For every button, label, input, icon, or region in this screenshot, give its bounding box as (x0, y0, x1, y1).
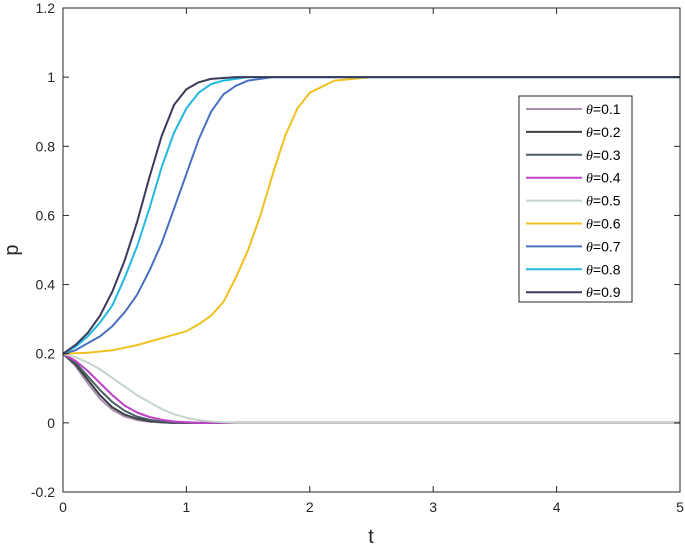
y-axis-label: p (1, 244, 23, 255)
y-tick-label: 0 (47, 415, 55, 431)
legend-entry: θ=0.6 (586, 216, 621, 233)
axes-box (62, 7, 681, 493)
series-line-4 (62, 352, 680, 424)
x-tick-label: 0 (59, 499, 67, 515)
legend-entry: θ=0.3 (586, 147, 621, 164)
y-tick-label: 0.2 (36, 346, 56, 362)
legend-entry: θ=0.9 (586, 284, 621, 301)
y-tick-label: -0.2 (31, 484, 55, 500)
legend-box (518, 95, 633, 303)
series-line-5 (62, 352, 680, 424)
series-line-7 (62, 76, 680, 355)
legend-entry: θ=0.8 (586, 261, 621, 278)
series-line-9 (62, 76, 680, 355)
legend: θ=0.1 θ=0.2 θ=0.3 θ=0.4 θ=0.5 θ=0.6 θ=0.7 θ=0.8… (518, 95, 633, 303)
series-line-6 (62, 76, 680, 355)
y-tick-label: 0.8 (36, 138, 56, 154)
x-axis-label: t (368, 526, 374, 548)
legend-entry: θ=0.7 (586, 238, 621, 255)
x-tick-label: 1 (183, 499, 191, 515)
legend-entry: θ=0.2 (586, 124, 621, 141)
axes-layer: 0 1 2 3 4 5-0.200.20.40.60.811.2 (31, 0, 684, 515)
x-tick-label: 2 (306, 499, 314, 515)
y-tick-label: 1.2 (36, 0, 56, 16)
x-tick-label: 4 (553, 499, 561, 515)
x-tick-label: 5 (676, 499, 684, 515)
series-line-8 (62, 76, 680, 355)
y-tick-label: 0.6 (36, 207, 56, 223)
legend-entry: θ=0.5 (586, 193, 621, 210)
legend-entry: θ=0.1 (586, 101, 621, 118)
legend-entry: θ=0.4 (586, 170, 621, 187)
y-tick-label: 0.4 (36, 277, 56, 293)
y-tick-label: 1 (47, 69, 55, 85)
x-tick-label: 3 (429, 499, 437, 515)
series-layer (62, 76, 680, 424)
